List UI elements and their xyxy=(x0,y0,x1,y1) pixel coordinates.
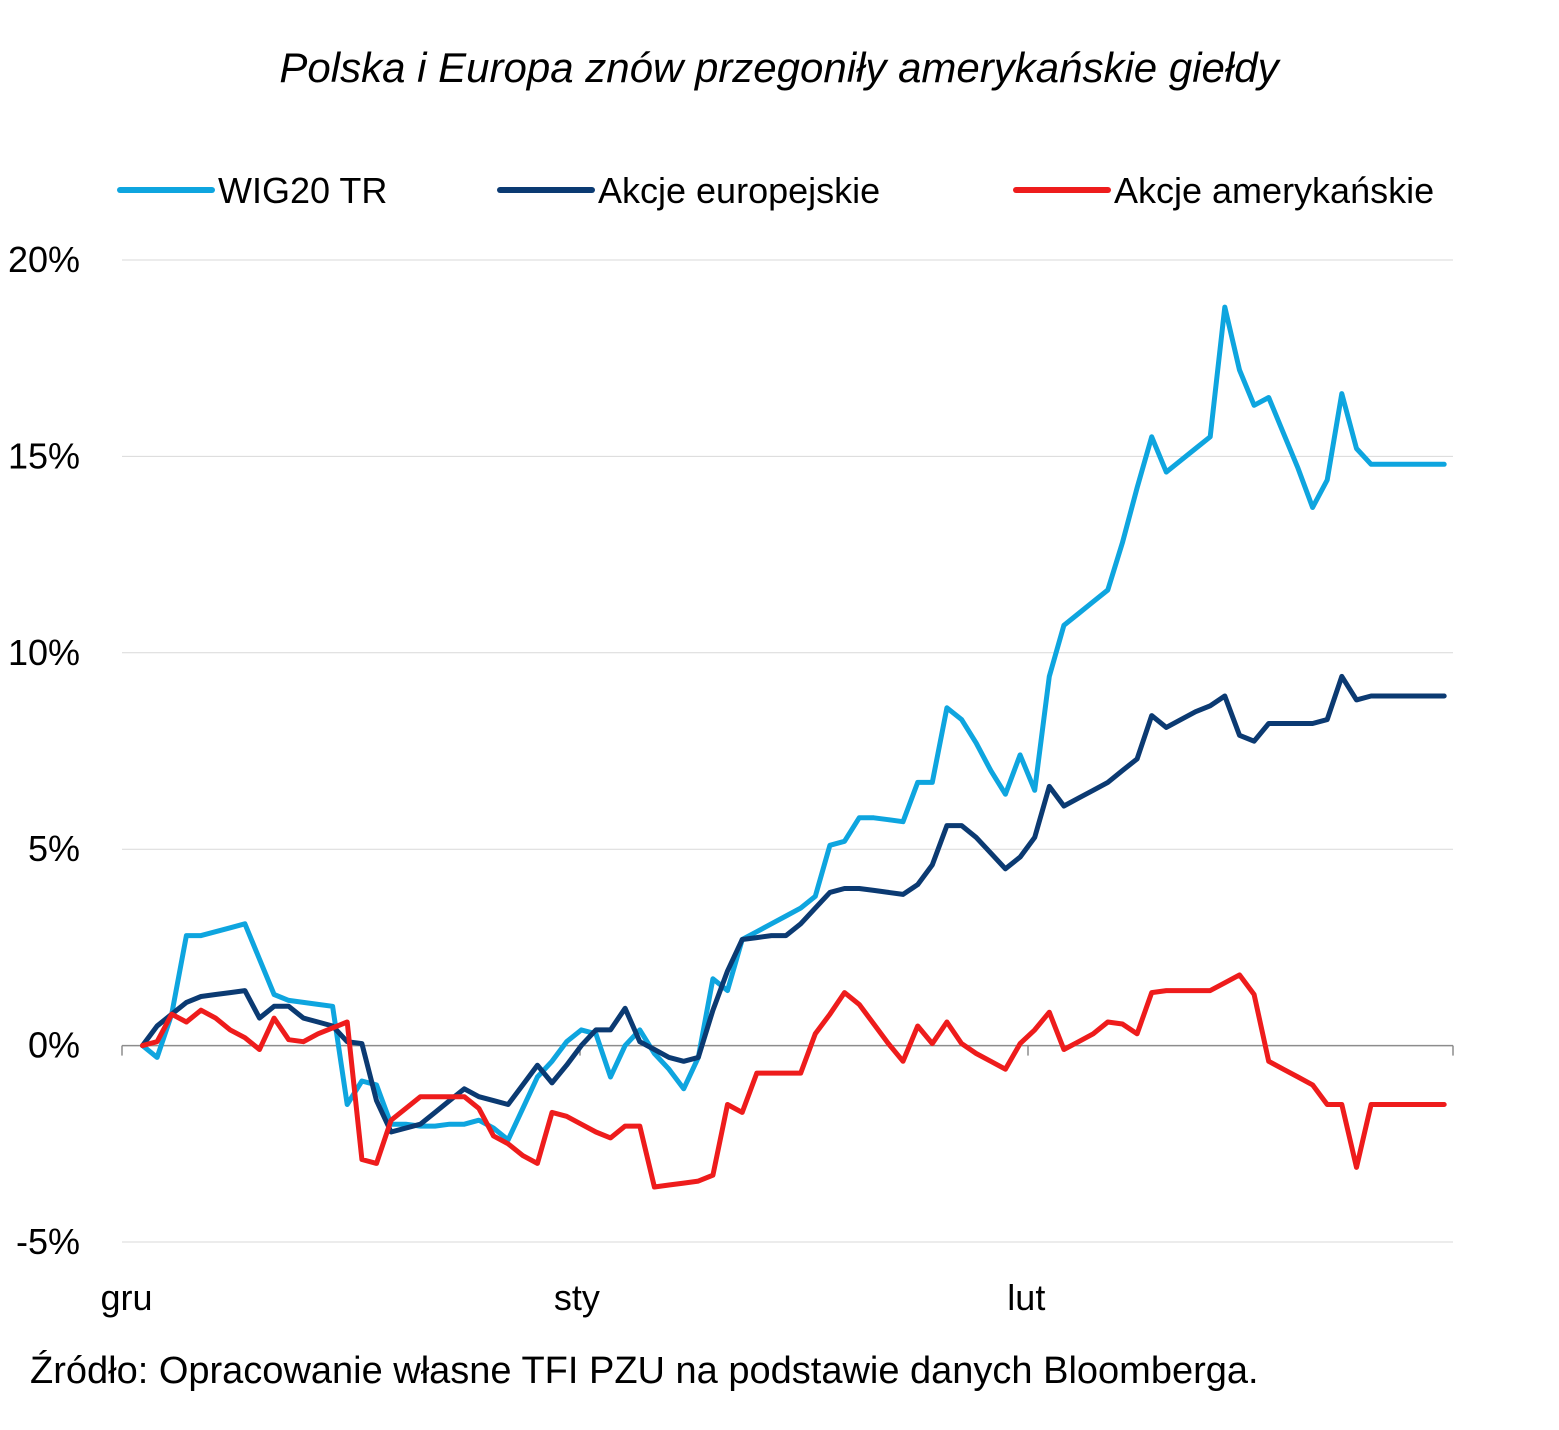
source-note: Źródło: Opracowanie własne TFI PZU na po… xyxy=(30,1350,1259,1392)
axes: -5% 0% 5% 10% 15% 20% gru sty lut xyxy=(8,239,1454,1318)
y-tick-label: -5% xyxy=(16,1221,80,1262)
series-lines xyxy=(140,304,1447,1190)
legend: WIG20 TR Akcje europejskie Akcje amerykańs… xyxy=(117,170,1434,211)
y-tick-label: 0% xyxy=(28,1025,80,1066)
series-line-0 xyxy=(140,304,1447,1143)
series-line-1 xyxy=(140,673,1447,1135)
y-tick-label: 15% xyxy=(8,435,80,476)
line-chart: Polska i Europa znów przegoniły amerykań… xyxy=(8,44,1454,1318)
x-tick-label: lut xyxy=(1007,1277,1045,1318)
y-tick-label: 20% xyxy=(8,239,80,280)
chart-title: Polska i Europa znów przegoniły amerykań… xyxy=(279,44,1281,91)
legend-label-0: WIG20 TR xyxy=(218,170,387,211)
y-tick-label: 10% xyxy=(8,632,80,673)
x-tick-label: gru xyxy=(100,1277,152,1318)
gridlines xyxy=(122,259,1453,1243)
x-tick-label: sty xyxy=(554,1277,600,1318)
legend-label-1: Akcje europejskie xyxy=(598,170,880,211)
legend-label-2: Akcje amerykańskie xyxy=(1114,170,1434,211)
series-line-2 xyxy=(140,972,1447,1190)
y-tick-label: 5% xyxy=(28,828,80,869)
